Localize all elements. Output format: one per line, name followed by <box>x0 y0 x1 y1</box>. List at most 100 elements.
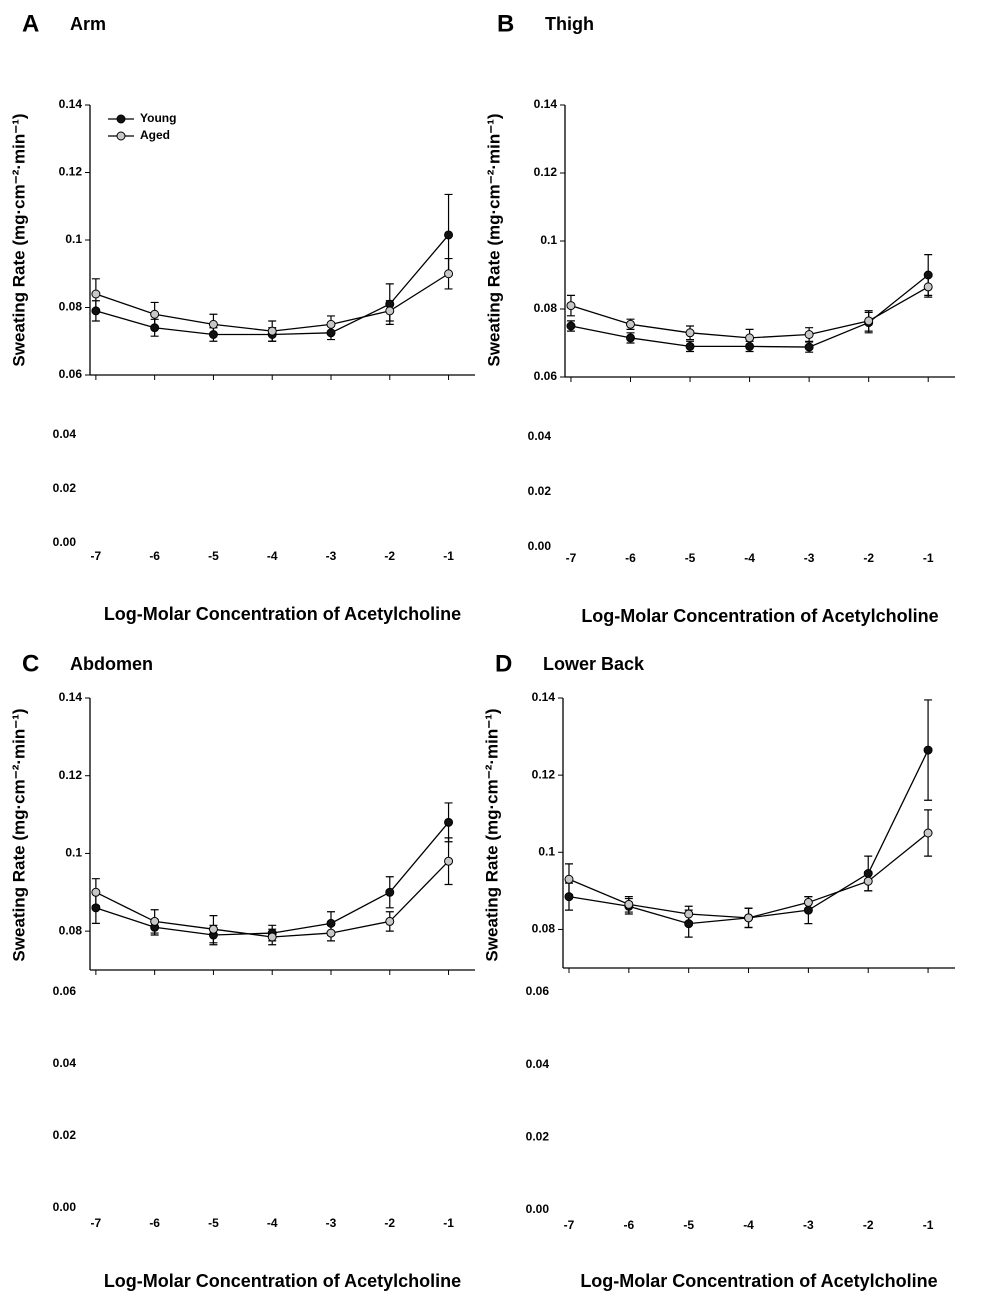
y-tick-label: 0.12 <box>59 165 83 179</box>
panel-title: Arm <box>70 14 106 34</box>
data-point <box>385 887 395 897</box>
data-point <box>444 856 454 866</box>
x-tick-label: -1 <box>443 549 454 563</box>
data-point <box>745 341 755 351</box>
legend-marker <box>116 131 126 141</box>
y-tick-label: 0.14 <box>59 97 83 111</box>
y-tick-label: 0.06 <box>534 369 558 383</box>
data-point <box>625 319 635 329</box>
y-tick-label: 0.00 <box>53 1200 77 1214</box>
x-tick-label: -4 <box>743 1218 754 1232</box>
data-point <box>564 892 574 902</box>
x-tick-label: -2 <box>863 551 874 565</box>
y-tick-label: 0.12 <box>532 767 556 781</box>
x-tick-label: -3 <box>804 551 815 565</box>
data-point <box>208 319 218 329</box>
legend-marker <box>116 114 126 124</box>
data-point <box>923 745 933 755</box>
data-point <box>150 323 160 333</box>
x-tick-label: -5 <box>208 1216 219 1230</box>
panel: C Abdomen Sweating Rate (mg·cm⁻²·min⁻¹) Log… <box>9 650 475 1291</box>
x-tick-label: -6 <box>623 1218 634 1232</box>
data-point <box>863 869 873 878</box>
data-point <box>803 905 813 915</box>
y-tick-label: 0.1 <box>538 844 555 858</box>
data-point <box>444 230 454 240</box>
data-point <box>863 876 873 886</box>
x-tick-label: -3 <box>326 549 337 563</box>
x-tick-label: -6 <box>149 549 160 563</box>
x-tick-label: -1 <box>923 1218 934 1232</box>
y-tick-label: 0.1 <box>65 232 82 246</box>
y-tick-label: 0.04 <box>53 1056 77 1070</box>
y-tick-label: 0.12 <box>534 165 558 179</box>
y-tick-label: 0.1 <box>65 846 82 860</box>
data-point <box>150 309 160 319</box>
y-tick-label: 0.00 <box>526 1202 550 1216</box>
x-tick-label: -2 <box>384 1216 395 1230</box>
data-point <box>91 903 101 913</box>
data-point <box>267 932 277 942</box>
x-tick-label: -6 <box>625 551 636 565</box>
x-tick-label: -4 <box>744 551 755 565</box>
data-point <box>267 326 277 336</box>
x-tick-label: -4 <box>267 1216 278 1230</box>
x-tick-label: -6 <box>149 1216 160 1230</box>
panel-title: Thigh <box>545 14 594 34</box>
y-tick-label: 0.14 <box>534 97 558 111</box>
y-tick-label: 0.1 <box>540 233 557 247</box>
y-tick-label: 0.04 <box>53 427 77 441</box>
x-tick-label: -3 <box>803 1218 814 1232</box>
x-tick-label: -5 <box>685 551 696 565</box>
data-point <box>150 916 160 926</box>
x-tick-label: -7 <box>91 1216 102 1230</box>
y-tick-label: 0.02 <box>526 1130 550 1144</box>
y-tick-label: 0.02 <box>528 484 552 498</box>
x-axis-label: Log-Molar Concentration of Acetylcholine <box>104 604 461 624</box>
legend-label: Young <box>140 111 176 125</box>
data-point <box>804 330 814 339</box>
panel: A Arm Sweating Rate (mg·cm⁻²·min⁻¹) Log-Mol… <box>9 10 475 624</box>
x-tick-label: -5 <box>208 549 219 563</box>
data-point <box>91 887 101 897</box>
data-point <box>385 916 395 926</box>
legend-label: Aged <box>140 128 170 142</box>
data-point <box>684 909 694 919</box>
data-point <box>566 301 576 311</box>
data-point <box>864 316 874 326</box>
y-tick-label: 0.12 <box>59 768 83 782</box>
x-tick-label: -2 <box>384 549 395 563</box>
y-tick-label: 0.08 <box>532 922 556 936</box>
x-axis-label: Log-Molar Concentration of Acetylcholine <box>581 606 938 626</box>
series-line <box>568 749 929 925</box>
x-tick-label: -1 <box>443 1216 454 1230</box>
y-axis-label: Sweating Rate (mg·cm⁻²·min⁻¹) <box>484 113 503 366</box>
data-point <box>326 328 336 338</box>
data-point <box>326 319 336 329</box>
y-tick-label: 0.08 <box>59 923 83 937</box>
x-axis-label: Log-Molar Concentration of Acetylcholine <box>104 1271 461 1291</box>
y-axis-label: Sweating Rate (mg·cm⁻²·min⁻¹) <box>482 708 501 961</box>
data-point <box>804 342 814 352</box>
x-axis-label: Log-Molar Concentration of Acetylcholine <box>580 1271 937 1291</box>
panel: B Thigh Sweating Rate (mg·cm⁻²·min⁻¹) Log-M… <box>484 10 955 626</box>
data-point <box>923 270 933 280</box>
data-point <box>444 269 454 279</box>
y-tick-label: 0.00 <box>53 535 77 549</box>
y-tick-label: 0.06 <box>59 367 83 381</box>
data-point <box>208 330 218 339</box>
data-point <box>385 306 395 316</box>
y-tick-label: 0.02 <box>53 1128 77 1142</box>
y-tick-label: 0.04 <box>528 429 552 443</box>
panel: D Lower Back Sweating Rate (mg·cm⁻²·min⁻¹)… <box>482 650 955 1291</box>
data-point <box>745 333 755 343</box>
x-tick-label: -5 <box>683 1218 694 1232</box>
data-point <box>624 899 634 909</box>
x-tick-label: -7 <box>91 549 102 563</box>
data-point <box>326 928 336 938</box>
panel-letter: B <box>497 10 514 37</box>
data-point <box>566 321 576 331</box>
y-axis-label: Sweating Rate (mg·cm⁻²·min⁻¹) <box>9 113 28 366</box>
y-tick-label: 0.14 <box>59 690 83 704</box>
